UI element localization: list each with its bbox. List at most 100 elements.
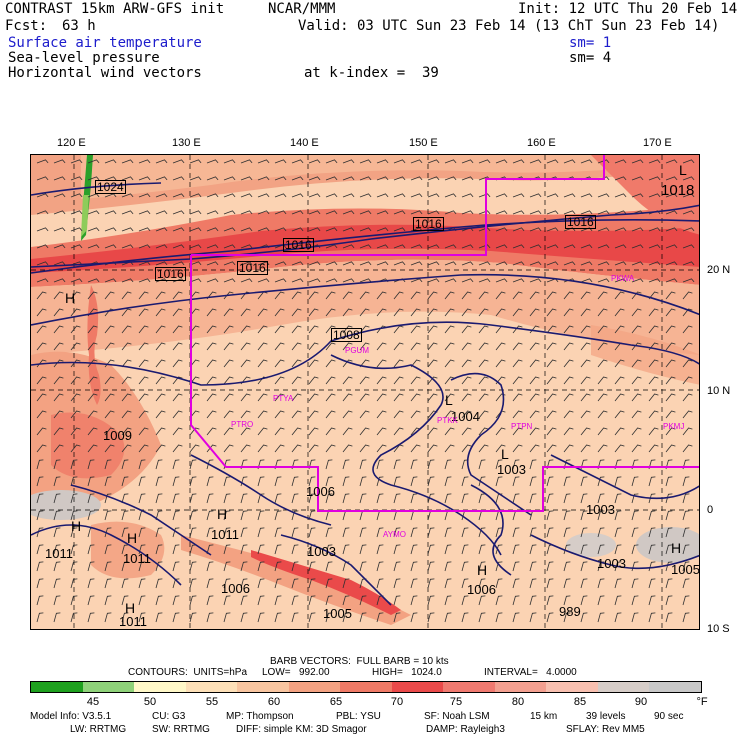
wind-barb <box>478 193 491 198</box>
wind-barb <box>53 459 61 470</box>
station-pkwa: PKWA <box>611 274 635 283</box>
wind-barb <box>359 544 367 555</box>
wind-barb <box>614 193 627 198</box>
wind-barb <box>36 459 44 470</box>
wind-barb <box>223 342 234 351</box>
wind-barb <box>393 493 401 504</box>
wind-barb <box>223 410 234 419</box>
wind-barb <box>495 427 506 436</box>
wind-barb <box>70 278 83 283</box>
wind-barb <box>631 308 642 317</box>
wind-barb <box>495 476 503 487</box>
wind-barb <box>308 291 319 300</box>
wind-barb <box>461 612 469 623</box>
wind-barb <box>257 578 265 589</box>
lat-label-10n: 10 N <box>707 385 731 397</box>
wind-barb <box>512 244 525 249</box>
wind-barb <box>138 595 146 606</box>
wind-barb <box>512 427 523 436</box>
wind-barb <box>546 244 559 249</box>
wind-barb <box>291 544 299 555</box>
wind-barb <box>376 376 387 385</box>
wind-barb <box>308 308 319 317</box>
wind-barb <box>104 393 115 402</box>
wind-barb <box>308 578 316 589</box>
wind-barb <box>121 493 129 504</box>
wind-barb <box>597 291 608 300</box>
model-info-mp: MP: Thompson <box>226 711 294 722</box>
wind-barb <box>223 210 236 215</box>
wind-barb <box>138 291 149 300</box>
wind-barb <box>87 227 100 232</box>
wind-barb <box>257 427 268 436</box>
wind-barb <box>648 278 661 283</box>
colorbar-tick-45: 45 <box>86 696 100 708</box>
wind-barb <box>36 159 49 164</box>
lon-label-120e: 120 E <box>57 137 86 149</box>
wind-barb <box>206 410 217 419</box>
wind-barb <box>121 393 132 402</box>
wind-barb <box>597 510 605 521</box>
wind-barb <box>461 376 472 385</box>
wind-barb <box>87 376 98 385</box>
wind-barb <box>138 308 149 317</box>
wind-barb <box>580 544 588 555</box>
wind-barb <box>70 176 83 181</box>
wind-barb <box>121 210 134 215</box>
wind-barb <box>393 410 404 419</box>
wind-barb <box>631 527 639 538</box>
wind-barb <box>546 444 557 453</box>
wind-barb <box>478 493 486 504</box>
forecast-hour: 63 h <box>62 18 96 34</box>
wind-barb <box>138 193 151 198</box>
wind-barb <box>104 176 117 181</box>
wind-barb <box>70 578 78 589</box>
wind-barb <box>172 510 180 521</box>
wind-barb <box>155 308 166 317</box>
wind-barb <box>36 210 49 215</box>
wind-barb <box>121 410 132 419</box>
wind-barb <box>580 261 593 266</box>
wind-barb <box>342 544 350 555</box>
wind-barb <box>682 493 690 504</box>
wind-barb <box>665 544 673 555</box>
model-info-sf: SF: Noah LSM <box>424 711 490 722</box>
wind-barb <box>478 359 489 368</box>
wind-barb <box>529 308 540 317</box>
wind-barb <box>393 159 406 164</box>
wind-barb <box>240 210 253 215</box>
wind-barb <box>274 393 285 402</box>
wind-barb <box>257 544 265 555</box>
pressure-label-1003-b: 1003 <box>586 502 615 517</box>
wind-barb <box>274 261 287 266</box>
colorbar-tick-90: 90 <box>634 696 648 708</box>
pressure-label-1016-c: 1016 <box>283 238 314 252</box>
wind-barb <box>308 493 316 504</box>
wind-barb <box>53 544 61 555</box>
wind-barb <box>478 308 489 317</box>
wind-barb <box>172 210 185 215</box>
wind-barb <box>53 527 61 538</box>
wind-barb <box>614 410 625 419</box>
wind-barb <box>121 444 132 453</box>
wind-barb <box>291 578 299 589</box>
wind-barb <box>342 612 350 623</box>
wind-barb <box>121 359 132 368</box>
wind-barb <box>546 376 557 385</box>
wind-barb <box>410 261 423 266</box>
colorbar-tick-70: 70 <box>390 696 404 708</box>
wind-barb <box>36 444 47 453</box>
wind-barb <box>359 278 372 283</box>
wind-barb <box>155 359 166 368</box>
wind-barb <box>53 261 66 266</box>
wind-barb <box>121 578 129 589</box>
wind-barb <box>342 459 350 470</box>
wind-barb <box>410 444 421 453</box>
wind-barb <box>291 612 299 623</box>
wind-barb <box>427 291 438 300</box>
wind-barb <box>325 359 336 368</box>
colorbar-tick-60: 60 <box>267 696 281 708</box>
wind-barb <box>257 227 270 232</box>
wind-barb <box>291 342 302 351</box>
wind-barb <box>206 527 214 538</box>
